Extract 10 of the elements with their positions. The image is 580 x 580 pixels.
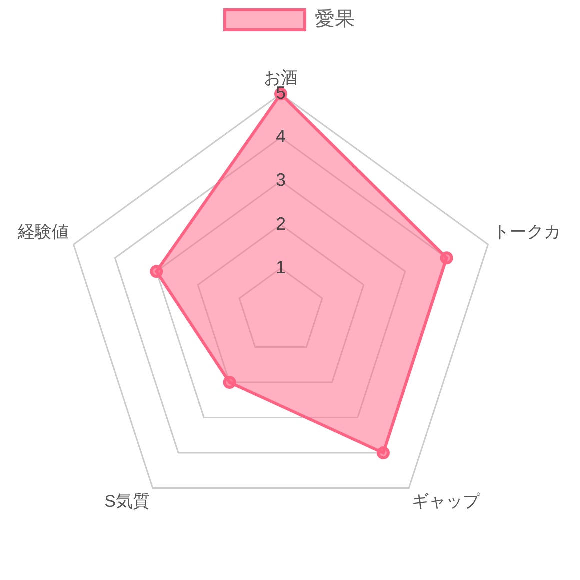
y-tick-label: 2 bbox=[276, 214, 286, 234]
spoke-label: ギャップ bbox=[412, 492, 482, 512]
legend-label: 愛果 bbox=[315, 8, 355, 31]
y-tick-label: 3 bbox=[276, 170, 286, 190]
spoke-label: S気質 bbox=[104, 492, 150, 512]
spoke-label: お酒 bbox=[264, 68, 298, 88]
y-tick-label: 1 bbox=[276, 257, 286, 278]
spoke-label: 経験値 bbox=[17, 222, 69, 242]
spoke-label: トークカ bbox=[493, 222, 561, 242]
y-tick-label: 4 bbox=[276, 126, 286, 147]
